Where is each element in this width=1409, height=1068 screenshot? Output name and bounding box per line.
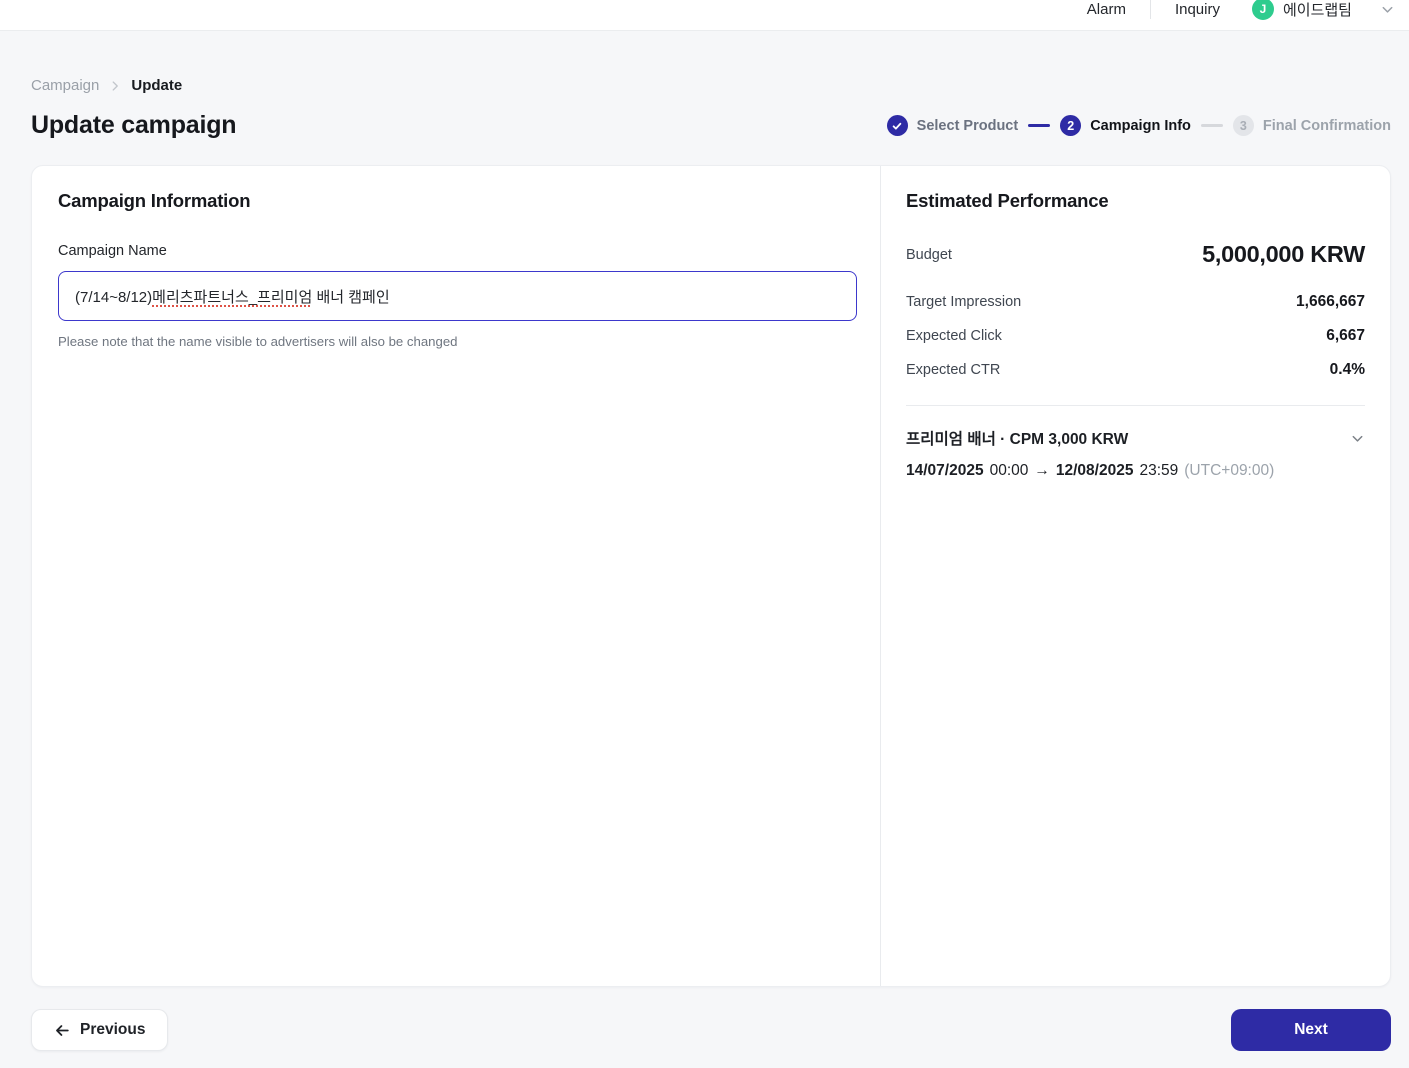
breadcrumb: Campaign Update [31,77,1391,94]
previous-button-label: Previous [80,1021,146,1038]
breadcrumb-campaign[interactable]: Campaign [31,77,100,94]
step-final-confirmation: 3 Final Confirmation [1232,115,1391,136]
campaign-information-section: Campaign Information Campaign Name (7/14… [32,166,881,986]
budget-label: Budget [906,246,952,263]
row-value: 6,667 [1326,327,1365,344]
alarm-menu-item[interactable]: Alarm [1086,0,1126,18]
end-time: 23:59 [1139,462,1179,479]
check-icon [886,115,908,136]
start-date: 14/07/2025 [906,462,984,479]
step-number: 3 [1232,115,1254,136]
expected-click-row: Expected Click 6,667 [906,327,1365,345]
avatar: J [1251,0,1274,20]
row-value: 1,666,667 [1296,293,1365,310]
section-title: Estimated Performance [906,190,1109,211]
expected-ctr-row: Expected CTR 0.4% [906,361,1365,379]
step-label: Select Product [916,117,1019,134]
campaign-name-input[interactable]: (7/14~8/12)메리츠파트너스_프리미엄 배너 캠페인 [58,271,857,321]
end-date: 12/08/2025 [1055,462,1134,479]
timezone: (UTC+09:00) [1184,462,1275,479]
top-bar: Alarm Inquiry J 에이드랩팀 [0,0,1409,31]
input-text-plain: (7/14~8/12) [75,288,153,306]
arrow-right-icon: → [1034,462,1050,479]
account-menu[interactable]: J 에이드랩팀 [1251,0,1395,20]
step-connector [1200,124,1223,127]
campaign-name-label: Campaign Name [58,243,167,259]
next-button[interactable]: Next [1231,1009,1391,1051]
section-divider [906,405,1365,406]
input-text-plain: 배너 캠페인 [312,288,390,306]
campaign-name-helper-text: Please note that the name visible to adv… [58,334,458,349]
account-name: 에이드랩팀 [1282,1,1352,19]
step-select-product: Select Product [886,115,1019,136]
step-label: Campaign Info [1090,117,1191,134]
step-number: 2 [1060,115,1082,136]
campaign-schedule: 14/07/2025 00:00 → 12/08/2025 23:59 (UTC… [906,462,1365,480]
chevron-right-icon [108,79,122,93]
stepper: Select Product 2 Campaign Info 3 Final C… [886,115,1391,136]
arrow-left-icon [54,1022,71,1039]
topbar-divider [1149,0,1151,19]
row-label: Expected CTR [906,362,1001,378]
breadcrumb-update: Update [131,77,183,94]
estimated-performance-section: Estimated Performance Budget 5,000,000 K… [881,166,1390,986]
section-title: Campaign Information [58,190,251,211]
previous-button[interactable]: Previous [31,1009,169,1051]
row-value: 0.4% [1329,361,1365,378]
target-impression-row: Target Impression 1,666,667 [906,293,1365,311]
chevron-down-icon[interactable] [1350,431,1365,446]
main-card: Campaign Information Campaign Name (7/14… [31,165,1391,987]
row-label: Target Impression [906,294,1022,310]
page-title: Update campaign [31,111,237,139]
budget-value: 5,000,000 KRW [1202,241,1365,267]
product-summary-accordion[interactable]: 프리미엄 배너 · CPM 3,000 KRW [906,427,1365,449]
step-campaign-info: 2 Campaign Info [1060,115,1191,136]
product-summary: 프리미엄 배너 · CPM 3,000 KRW [906,431,1129,448]
start-time: 00:00 [989,462,1029,479]
input-text-misspelled: 메리츠파트너스_프리미엄 [152,288,313,306]
step-label: Final Confirmation [1262,117,1391,134]
next-button-label: Next [1294,1021,1328,1038]
step-connector [1028,124,1051,127]
inquiry-menu-item[interactable]: Inquiry [1174,0,1220,18]
row-label: Expected Click [906,328,1002,344]
chevron-down-icon[interactable] [1380,2,1395,17]
